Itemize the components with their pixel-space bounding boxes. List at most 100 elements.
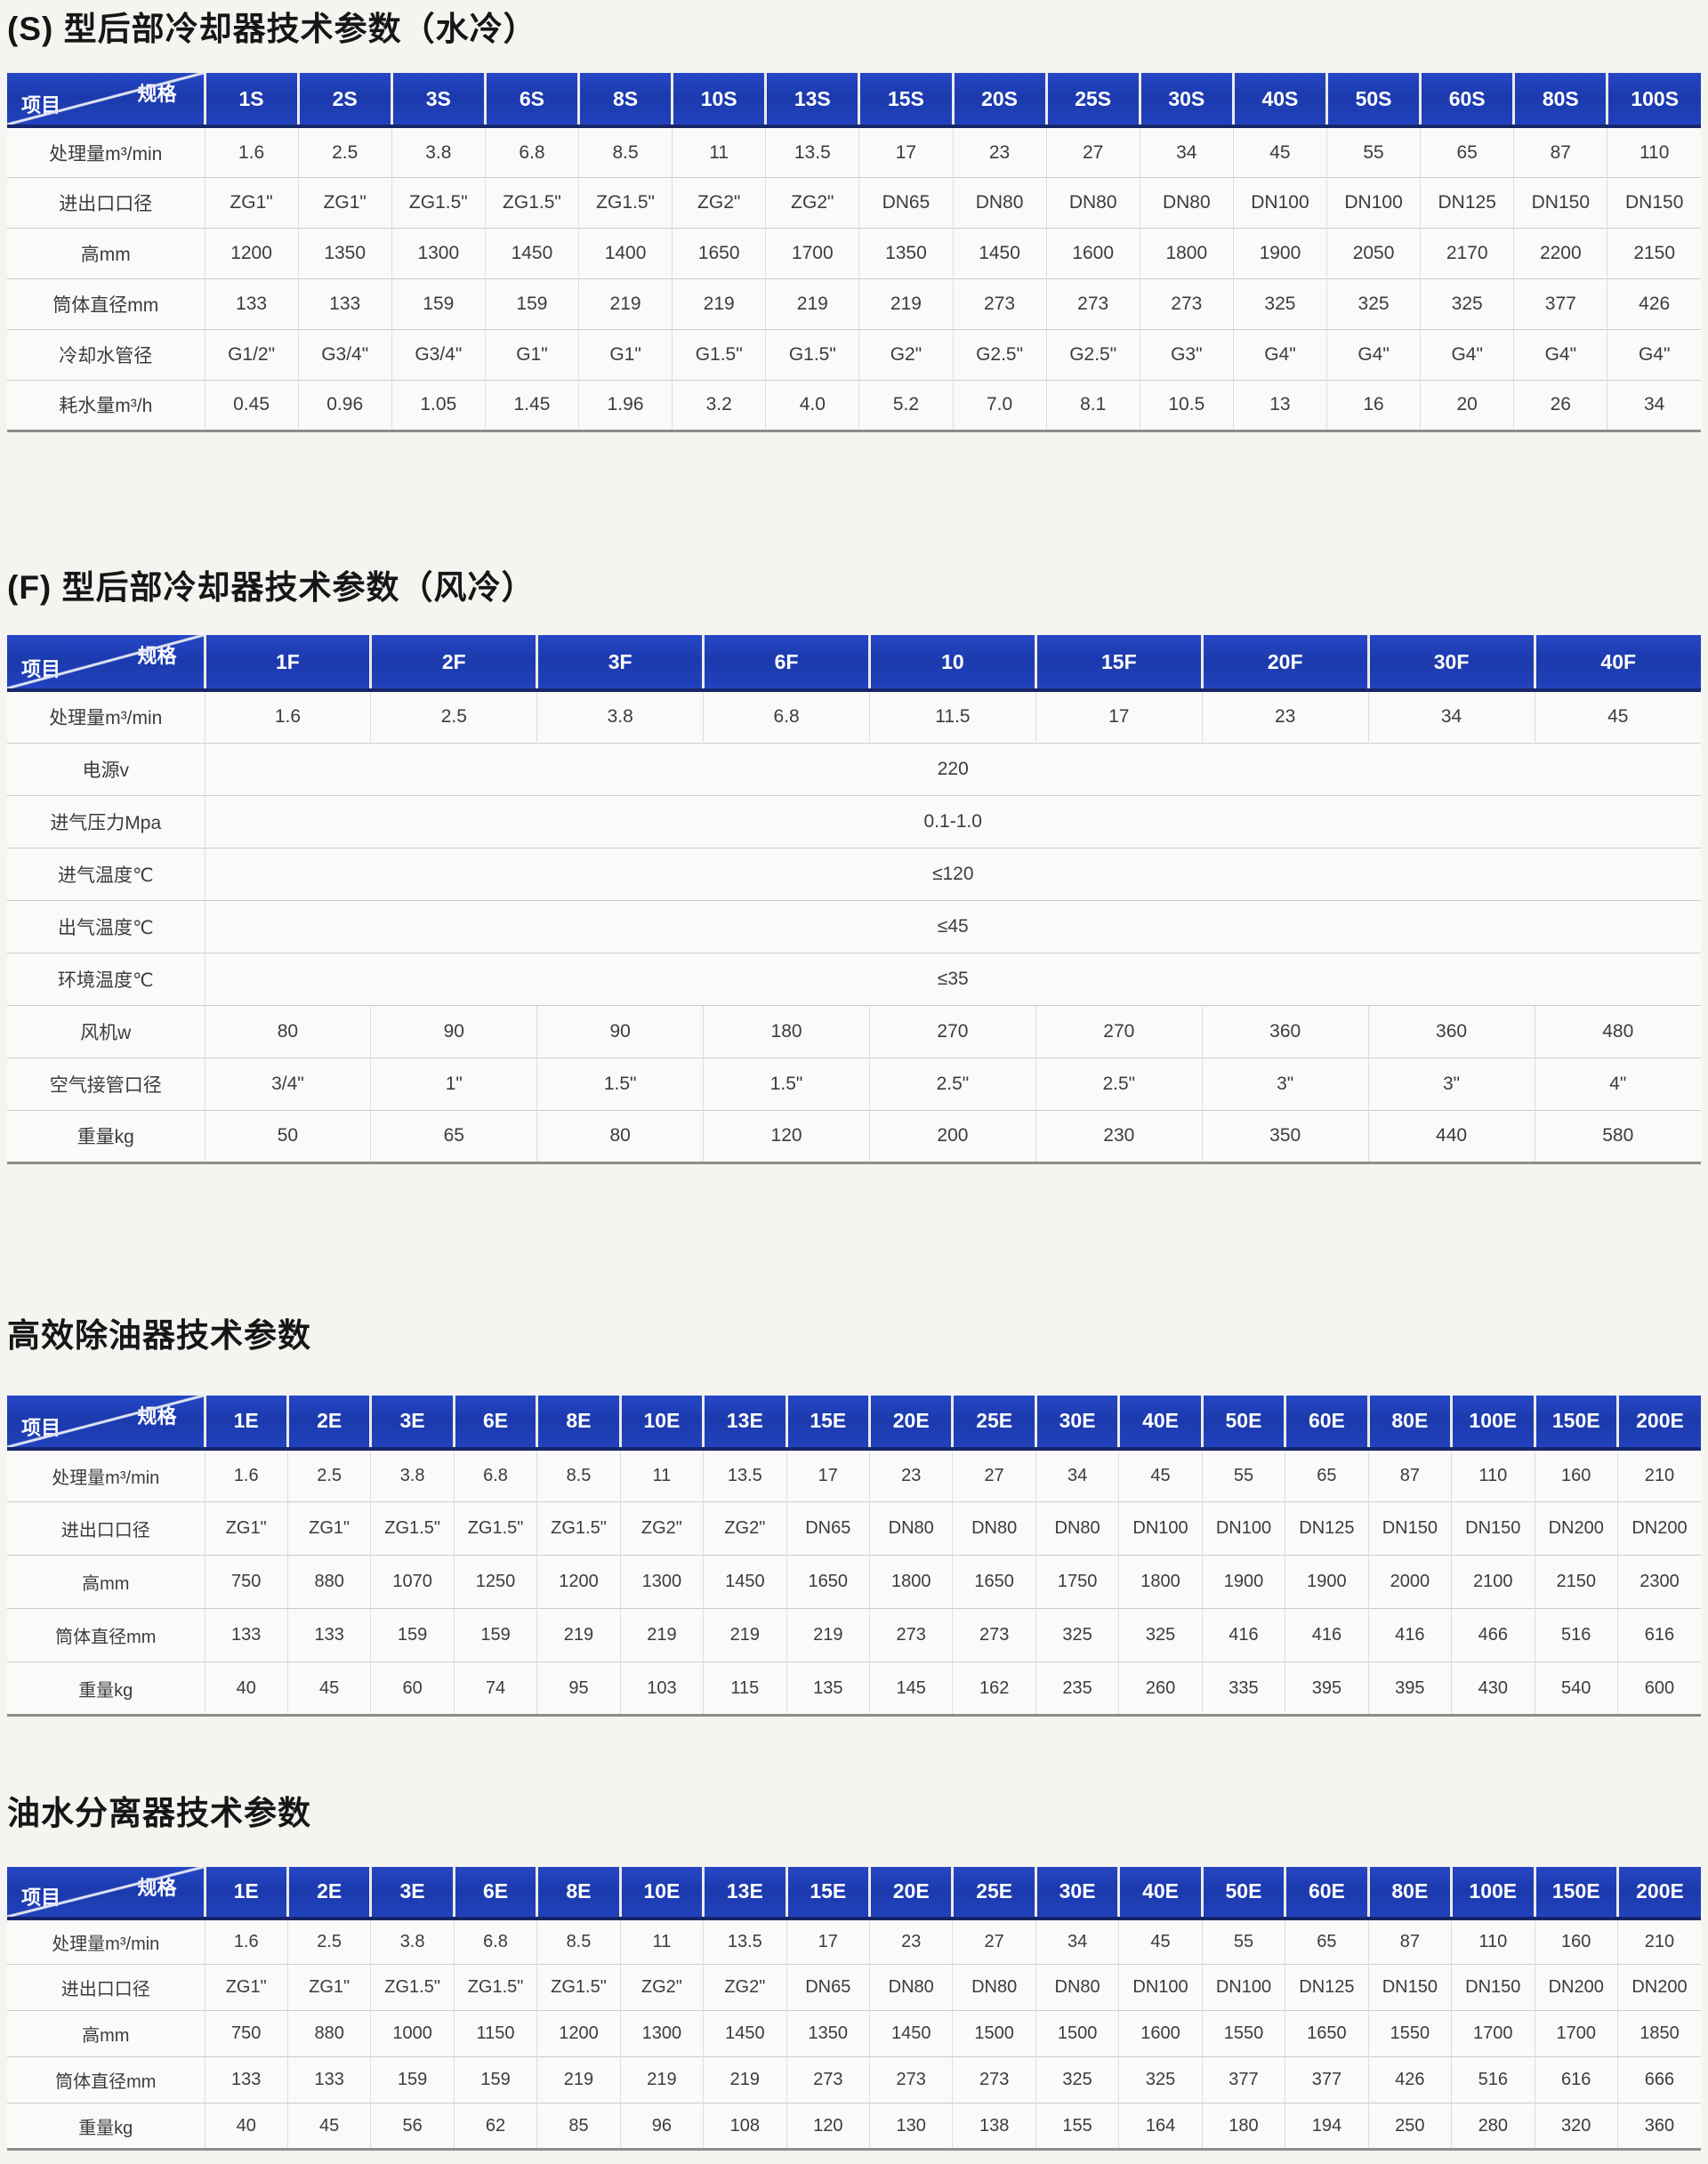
value-cell: 133 xyxy=(286,2056,371,2104)
value-cell: 1350 xyxy=(786,2010,870,2057)
value-cell: 87 xyxy=(1367,1918,1452,1965)
column-header: 15E xyxy=(785,1866,870,1920)
value-cell: 273 xyxy=(952,278,1047,330)
value-cell: 13.5 xyxy=(765,126,859,178)
table-row: 高mm 750 880 1000 1150 1200 1300 1450 1350 1450 150… xyxy=(7,2010,1701,2057)
value-cell: 1700 xyxy=(1451,2010,1535,2057)
value-cell: 2200 xyxy=(1513,227,1607,279)
row-label: 耗水量m³/h xyxy=(7,379,205,431)
row-label: 处理量m³/min xyxy=(52,1934,160,1954)
value-cell: G1.5" xyxy=(765,328,859,381)
value-cell: 416 xyxy=(1201,1608,1285,1662)
row-label: 筒体直径mm xyxy=(7,278,205,330)
value-cell: ZG1.5" xyxy=(536,1964,621,2011)
value-cell: 2.5 xyxy=(370,690,537,743)
value-cell: DN80 xyxy=(952,1501,1036,1556)
column-header: 15F xyxy=(1034,635,1203,692)
value-cell: ZG1.5" xyxy=(484,176,579,229)
column-header: 10E xyxy=(618,1866,704,1920)
value-cell: 1070 xyxy=(370,1555,455,1609)
value-cell: DN100 xyxy=(1201,1964,1285,2011)
table-row: 风机w 80 90 90 180 270 270 360 360 480 xyxy=(7,1004,1701,1058)
column-header: 15E xyxy=(785,1395,870,1451)
value-cell: 13 xyxy=(1232,379,1327,431)
table-title: (S) 型后部冷却器技术参数（水冷） xyxy=(7,11,537,47)
value-cell: 1350 xyxy=(297,227,392,279)
value-cell: 27 xyxy=(1045,126,1140,178)
column-header: 40E xyxy=(1117,1866,1203,1920)
column-header: 6E xyxy=(452,1866,537,1920)
value-cell: 155 xyxy=(1035,2103,1119,2150)
value-cell: 1400 xyxy=(577,227,673,279)
column-header: 25E xyxy=(951,1866,1036,1920)
table-row: 空气接管口径 3/4" 1" 1.5" 1.5" 2.5" 2.5" 3" 3" 4" xyxy=(7,1057,1701,1110)
value-cell: 2150 xyxy=(1607,227,1701,279)
value-cell: G3" xyxy=(1139,328,1234,381)
value-cell: G2.5" xyxy=(1045,328,1140,381)
value-cell: 55 xyxy=(1325,126,1421,178)
column-header: 50E xyxy=(1200,1395,1285,1451)
value-cell: ZG1.5" xyxy=(577,176,673,229)
column-header: 25S xyxy=(1044,73,1140,129)
value-cell: 6.8 xyxy=(453,1448,537,1502)
value-cell: 1.6 xyxy=(204,1918,288,1965)
column-header: 10 xyxy=(868,635,1036,692)
column-header: 1F xyxy=(203,635,371,692)
value-cell: 34 xyxy=(1035,1918,1119,1965)
value-cell: 23 xyxy=(868,1918,953,1965)
row-label: 进出口口径 xyxy=(7,1964,205,2011)
value-cell: 1200 xyxy=(204,227,299,279)
value-cell: DN125 xyxy=(1420,176,1514,229)
row-label: 重量kg xyxy=(7,1661,205,1716)
value-cell: 3" xyxy=(1367,1057,1535,1110)
value-cell: 180 xyxy=(1201,2103,1285,2150)
value-cell: G4" xyxy=(1513,328,1607,381)
value-cell: DN100 xyxy=(1201,1501,1285,1556)
value-cell: 219 xyxy=(672,278,766,330)
value-cell: G2" xyxy=(858,328,953,381)
value-cell: 45 xyxy=(286,2103,371,2150)
corner-spec-label: 规格 xyxy=(137,1876,177,1899)
column-header: 200E xyxy=(1615,1866,1701,1920)
value-cell: DN150 xyxy=(1451,1501,1535,1556)
value-cell: ZG1" xyxy=(297,176,392,229)
column-header: 6F xyxy=(702,635,870,692)
table-row: 重量kg 50 65 80 120 200 230 350 440 580 xyxy=(7,1109,1701,1162)
value-cell: 430 xyxy=(1451,1661,1535,1716)
value-cell: 210 xyxy=(1616,1918,1701,1965)
value-cell: 17 xyxy=(786,1448,870,1502)
value-cell: 1350 xyxy=(858,227,953,279)
table-row: 高mm 1200 1350 1300 1450 1400 1650 1700 1350 1450 1… xyxy=(7,227,1701,279)
value-cell: ZG2" xyxy=(703,1501,787,1556)
value-cell: 115 xyxy=(703,1661,787,1716)
value-cell: 1200 xyxy=(536,2010,621,2057)
value-cell: G1" xyxy=(484,328,579,381)
value-cell: 2.5 xyxy=(297,126,392,178)
value-cell: 87 xyxy=(1367,1448,1452,1502)
table-row: 进出口口径 ZG1" ZG1" ZG1.5" ZG1.5" ZG1.5" ZG2" ZG2" D… xyxy=(7,1964,1701,2011)
value-cell: 1.45 xyxy=(484,379,579,431)
value-cell: 1300 xyxy=(619,1555,704,1609)
value-cell: ZG1.5" xyxy=(453,1501,537,1556)
value-cell: 23 xyxy=(868,1448,953,1502)
column-header: 80S xyxy=(1512,73,1607,129)
column-header: 20F xyxy=(1200,635,1369,692)
table-row: 出气温度℃ ≤45 xyxy=(7,899,1701,953)
column-header: 13E xyxy=(702,1395,787,1451)
value-cell: 219 xyxy=(858,278,953,330)
value-cell: 235 xyxy=(1035,1661,1119,1716)
row-label: 进出口口径 xyxy=(7,1501,205,1556)
value-cell: 2170 xyxy=(1420,227,1514,279)
value-cell: ZG2" xyxy=(619,1501,704,1556)
value-cell: 6.8 xyxy=(453,1918,537,1965)
value-cell: 10.5 xyxy=(1139,379,1234,431)
column-header: 6S xyxy=(483,73,579,129)
value-cell: 133 xyxy=(286,1608,371,1662)
value-cell: 8.5 xyxy=(577,126,673,178)
column-header: 30E xyxy=(1034,1866,1119,1920)
value-cell: G1.5" xyxy=(672,328,766,381)
row-label: 重量kg xyxy=(7,1109,205,1162)
table-row: 处理量m³/min 1.6 2.5 3.8 6.8 8.5 11 13.5 17 23 27 34 45… xyxy=(7,1448,1701,1502)
value-cell: G4" xyxy=(1607,328,1701,381)
value-cell: DN80 xyxy=(868,1964,953,2011)
